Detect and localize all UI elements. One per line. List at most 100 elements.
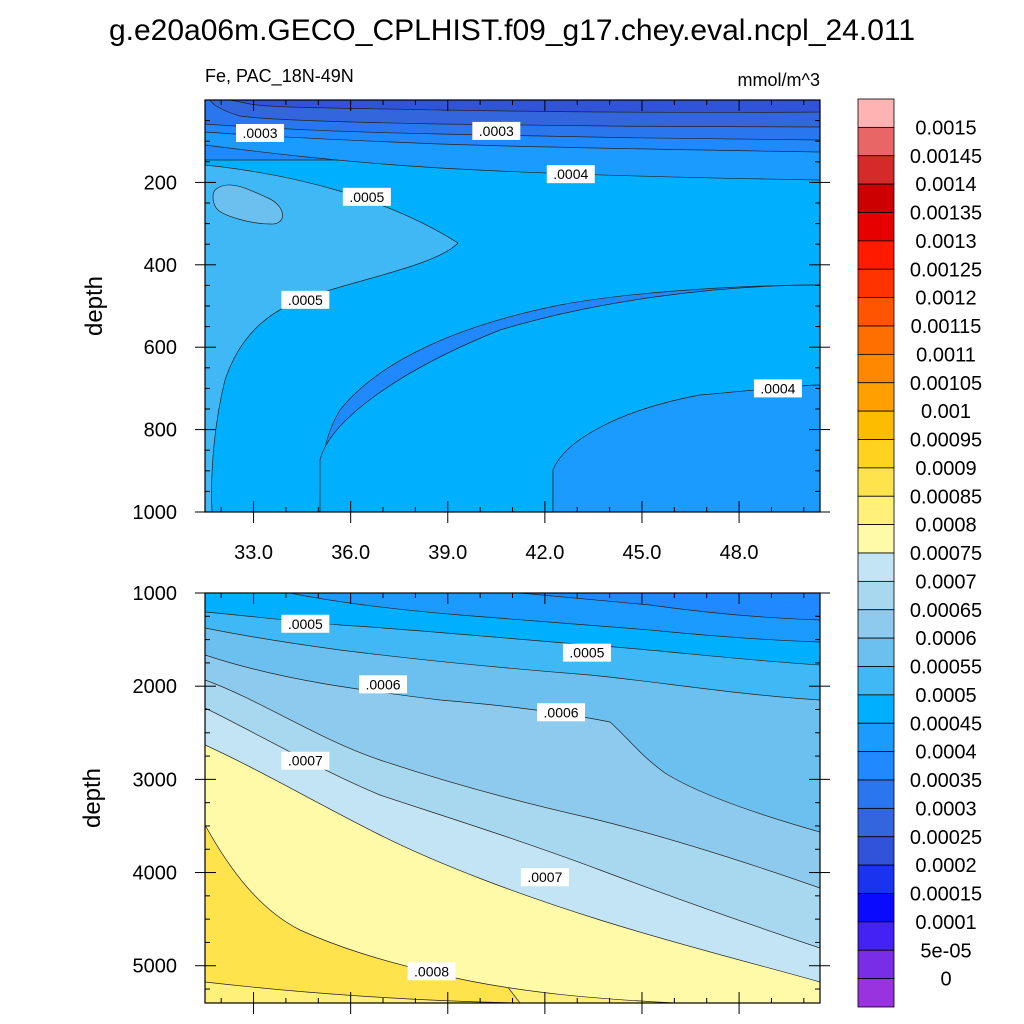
contour-label-text: .0005 bbox=[569, 645, 604, 661]
colorbar-label: 0.00065 bbox=[910, 600, 982, 622]
contour-label: .0005 bbox=[342, 187, 391, 206]
colorbar: 0.0015 0.00145 0.0014 0.00135 0.0013 0.00125 0… bbox=[857, 98, 982, 1008]
colorbar-swatch bbox=[857, 637, 895, 667]
colorbar-swatch bbox=[857, 98, 895, 128]
contour-label: .0003 bbox=[236, 123, 285, 142]
x-tick-label: 45.0 bbox=[623, 542, 662, 564]
upper-contour-fills bbox=[205, 100, 820, 512]
contour-label-text: .0004 bbox=[553, 166, 588, 182]
contour-label-text: .0003 bbox=[243, 125, 278, 141]
contour-label-text: .0004 bbox=[760, 380, 795, 396]
colorbar-swatch bbox=[857, 439, 895, 469]
contour-label: .0005 bbox=[281, 614, 330, 633]
colorbar-label: 0.00125 bbox=[910, 259, 982, 281]
lower-y-axis-label: depth bbox=[79, 768, 106, 828]
colorbar-label: 0.0003 bbox=[915, 798, 976, 820]
contour-label-text: .0005 bbox=[349, 189, 384, 205]
contour-label-text: .0007 bbox=[527, 869, 562, 885]
colorbar-swatch bbox=[857, 751, 895, 781]
colorbar-label: 0.0013 bbox=[915, 231, 976, 253]
contour-label-box bbox=[281, 751, 330, 770]
x-tick-label: 42.0 bbox=[525, 542, 564, 564]
upper-y-tick-label: 800 bbox=[144, 420, 177, 442]
colorbar-label: 0.00145 bbox=[910, 146, 982, 168]
colorbar-label: 0.0009 bbox=[915, 458, 976, 480]
colorbar-label: 0.001 bbox=[921, 401, 971, 423]
colorbar-label: 0.00075 bbox=[910, 543, 982, 565]
contour-label-text: .0006 bbox=[366, 676, 401, 692]
upper-y-tick-label: 1000 bbox=[133, 502, 178, 524]
colorbar-swatch bbox=[857, 694, 895, 724]
fill-band bbox=[229, 100, 820, 113]
colorbar-label: 0 bbox=[940, 969, 951, 991]
contour-label-box bbox=[562, 643, 611, 662]
colorbar-swatch bbox=[857, 325, 895, 355]
contour-label-box bbox=[359, 675, 408, 694]
x-tick-label: 39.0 bbox=[428, 542, 467, 564]
contour-label-text: .0005 bbox=[288, 616, 323, 632]
contour-label: .0005 bbox=[562, 643, 611, 662]
colorbar-label: 0.00105 bbox=[910, 373, 982, 395]
contour-label-text: .0003 bbox=[479, 123, 514, 139]
contour-label-box bbox=[546, 165, 595, 184]
contour-label-box bbox=[281, 290, 330, 309]
colorbar-label: 0.00035 bbox=[910, 770, 982, 792]
colorbar-label: 0.00115 bbox=[911, 316, 982, 338]
colorbar-swatch bbox=[857, 921, 895, 951]
colorbar-swatch bbox=[857, 240, 895, 270]
colorbar-label: 0.0006 bbox=[915, 628, 976, 650]
colorbar-swatch bbox=[857, 126, 895, 157]
colorbar-swatch bbox=[857, 893, 895, 923]
contour-label-box bbox=[520, 868, 569, 887]
fill-band bbox=[519, 593, 820, 621]
upper-contour-labels: .0003 .0003 .0004 .0005 .0005 .0004 bbox=[236, 121, 802, 398]
upper-y-axis-label: depth bbox=[81, 276, 108, 336]
colorbar-label: 0.00015 bbox=[910, 884, 982, 906]
contour-label-box bbox=[407, 962, 456, 981]
colorbar-label: 0.0005 bbox=[915, 685, 976, 707]
x-tick-label: 48.0 bbox=[720, 542, 759, 564]
upper-ticks: 33.0 36.0 39.0 42.0 45.0 48.0 200 400 600 800 1000 bbox=[133, 99, 830, 564]
colorbar-swatch bbox=[857, 779, 895, 809]
fill-band bbox=[552, 384, 820, 512]
chart-title: g.e20a06m.GECO_CPLHIST.f09_g17.chey.eval… bbox=[109, 14, 915, 47]
colorbar-swatch bbox=[857, 495, 895, 526]
lower-contour-fills bbox=[205, 593, 820, 1003]
contour-label-text: .0008 bbox=[414, 963, 449, 979]
contour-label-text: .0006 bbox=[544, 704, 579, 720]
colorbar-label: 0.0001 bbox=[915, 912, 976, 934]
contour-label-text: .0007 bbox=[288, 753, 323, 769]
x-tick-label: 33.0 bbox=[234, 542, 273, 564]
colorbar-swatch bbox=[857, 949, 895, 980]
upper-y-tick-label: 400 bbox=[144, 255, 177, 277]
lower-y-tick-label: 2000 bbox=[133, 676, 178, 698]
colorbar-swatch bbox=[857, 722, 895, 753]
upper-left-label: Fe, PAC_18N-49N bbox=[205, 66, 354, 87]
lower-y-tick-label: 4000 bbox=[133, 863, 178, 885]
colorbar-label: 0.0011 bbox=[916, 344, 976, 366]
colorbar-swatch bbox=[857, 552, 895, 582]
contour-label: .0006 bbox=[359, 675, 408, 694]
contour-label-box bbox=[537, 703, 586, 722]
contour-label-box bbox=[472, 121, 521, 140]
colorbar-label: 0.0002 bbox=[915, 855, 976, 877]
contour-label: .0006 bbox=[537, 703, 586, 722]
lower-y-tick-label: 5000 bbox=[133, 956, 178, 978]
colorbar-label: 0.0008 bbox=[915, 515, 976, 537]
colorbar-swatch bbox=[857, 807, 895, 838]
colorbar-label: 0.0007 bbox=[915, 571, 976, 593]
upper-units-label: mmol/m^3 bbox=[738, 70, 820, 90]
colorbar-swatch bbox=[857, 212, 895, 242]
contour-label: .0005 bbox=[281, 290, 330, 309]
colorbar-swatch bbox=[857, 353, 895, 384]
upper-y-tick-label: 200 bbox=[144, 172, 177, 194]
colorbar-label: 5e-05 bbox=[920, 940, 971, 962]
colorbar-label: 0.0015 bbox=[915, 117, 976, 139]
contour-label-box bbox=[342, 187, 391, 206]
colorbar-label: 0.0012 bbox=[915, 288, 976, 310]
upper-panel: 33.0 36.0 39.0 42.0 45.0 48.0 200 400 600 800 1000… bbox=[81, 66, 830, 564]
lower-y-tick-label: 3000 bbox=[133, 769, 178, 791]
colorbar-swatch bbox=[857, 382, 895, 412]
